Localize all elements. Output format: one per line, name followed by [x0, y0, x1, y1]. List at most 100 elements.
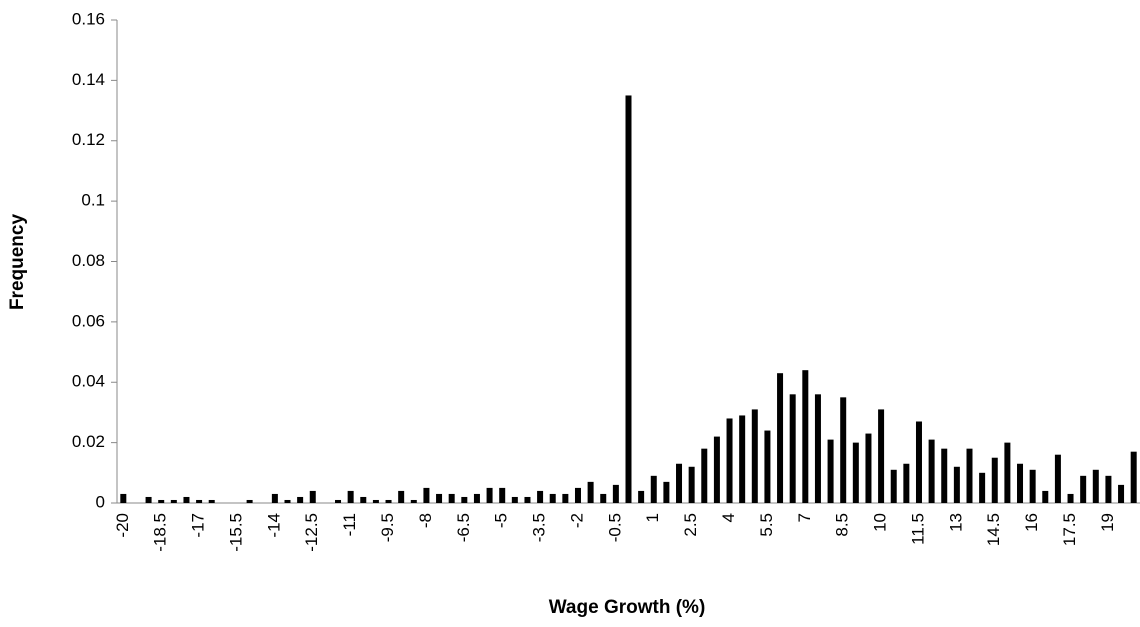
- x-tick-label: 5.5: [757, 513, 776, 537]
- bar: [1130, 451, 1137, 503]
- x-tick-label: 13: [946, 513, 965, 532]
- y-tick-label: 0.08: [72, 251, 105, 270]
- y-tick-label: 0: [96, 492, 105, 511]
- bar: [676, 463, 683, 503]
- bar: [486, 487, 493, 503]
- bar: [928, 439, 935, 503]
- bar: [852, 442, 859, 503]
- bar: [814, 394, 821, 503]
- bar: [524, 496, 531, 503]
- bar: [612, 484, 619, 503]
- x-tick-label: 16: [1022, 513, 1041, 532]
- x-tick-label: 17.5: [1060, 513, 1079, 546]
- bar: [663, 481, 670, 503]
- bar: [688, 466, 695, 503]
- bar: [537, 490, 544, 503]
- y-tick-label: 0.04: [72, 372, 105, 391]
- bar: [739, 415, 746, 503]
- bar: [461, 496, 468, 503]
- bar: [246, 499, 253, 503]
- bar: [170, 499, 177, 503]
- y-tick-label: 0.14: [72, 70, 105, 89]
- bar: [499, 487, 506, 503]
- bar: [865, 433, 872, 503]
- x-tick-label: -12.5: [302, 513, 321, 552]
- bar: [372, 499, 379, 503]
- bar: [1092, 469, 1099, 503]
- y-tick-label: 0.12: [72, 130, 105, 149]
- bar: [360, 496, 367, 503]
- bar: [183, 496, 190, 503]
- x-tick-label: 8.5: [833, 513, 852, 537]
- bar: [777, 373, 784, 503]
- bar: [1067, 493, 1074, 503]
- y-tick-label: 0.1: [81, 191, 105, 210]
- bar: [1017, 463, 1024, 503]
- bar: [650, 475, 657, 503]
- bar: [701, 448, 708, 503]
- bar: [600, 493, 607, 503]
- bar: [1042, 490, 1049, 503]
- bar: [297, 496, 304, 503]
- y-tick-label: 0.16: [72, 9, 105, 28]
- bar: [953, 466, 960, 503]
- y-tick-label: 0.06: [72, 311, 105, 330]
- x-tick-label: -0.5: [605, 513, 624, 542]
- y-tick-label: 0.02: [72, 432, 105, 451]
- bar: [385, 499, 392, 503]
- y-axis-title: Frequency: [7, 214, 28, 311]
- x-tick-label: -5: [492, 513, 511, 528]
- bar: [145, 496, 152, 503]
- bar: [903, 463, 910, 503]
- bar: [511, 496, 518, 503]
- x-tick-label: -17: [189, 513, 208, 538]
- bar: [196, 499, 203, 503]
- x-tick-label: -11: [340, 513, 359, 536]
- x-tick-label: 19: [1098, 513, 1117, 532]
- x-tick-label: -9.5: [378, 513, 397, 542]
- bar: [802, 370, 809, 503]
- bar: [638, 490, 645, 503]
- bar: [878, 409, 885, 503]
- bar: [1029, 469, 1036, 503]
- bar: [625, 95, 632, 503]
- x-tick-label: 14.5: [984, 513, 1003, 546]
- x-tick-label: 4: [719, 513, 738, 522]
- x-tick-label: 1: [643, 513, 662, 522]
- bar: [1118, 484, 1125, 503]
- bar: [271, 493, 278, 503]
- x-tick-label: -2: [567, 513, 586, 528]
- x-tick-label: 11.5: [908, 513, 927, 545]
- x-tick-label: -6.5: [454, 513, 473, 542]
- bar: [335, 499, 342, 503]
- bar: [423, 487, 430, 503]
- bar: [1054, 454, 1061, 503]
- bar: [587, 481, 594, 503]
- bar: [751, 409, 758, 503]
- bar: [574, 487, 581, 503]
- x-tick-label: 7: [795, 513, 814, 522]
- bar: [284, 499, 291, 503]
- bar: [208, 499, 215, 503]
- bar: [436, 493, 443, 503]
- bar: [726, 418, 733, 503]
- bar: [764, 430, 771, 503]
- bar: [827, 439, 834, 503]
- bar: [309, 490, 316, 503]
- bar: [1004, 442, 1011, 503]
- bar: [398, 490, 405, 503]
- bar: [789, 394, 796, 503]
- bar: [347, 490, 354, 503]
- x-tick-label: -18.5: [151, 513, 170, 552]
- bar: [966, 448, 973, 503]
- bar: [448, 493, 455, 503]
- bar: [120, 493, 127, 503]
- bar: [562, 493, 569, 503]
- x-tick-label: -20: [113, 513, 132, 538]
- bar: [549, 493, 556, 503]
- bar: [890, 469, 897, 503]
- bar: [473, 493, 480, 503]
- x-tick-label: 2.5: [681, 513, 700, 537]
- bar: [713, 436, 720, 503]
